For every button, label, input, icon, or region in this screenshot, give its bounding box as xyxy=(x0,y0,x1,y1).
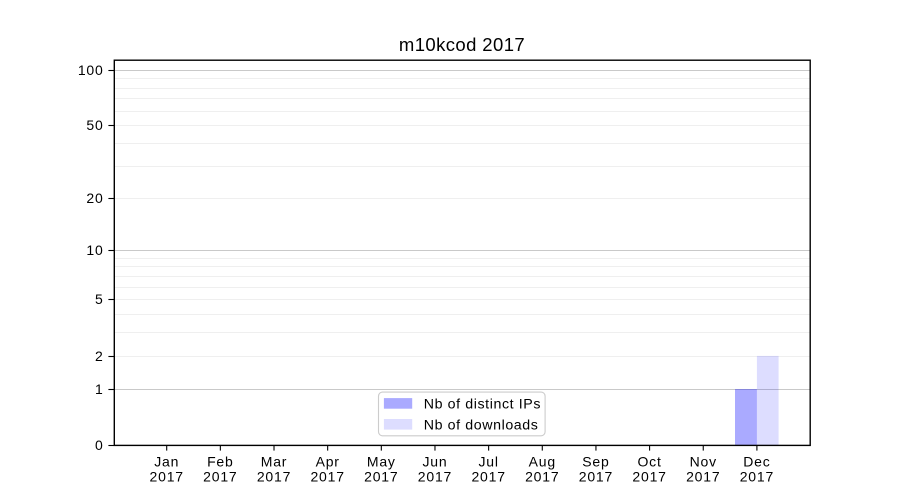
svg-text:Nov: Nov xyxy=(690,454,717,470)
svg-text:2017: 2017 xyxy=(418,468,452,484)
svg-text:m10kcod 2017: m10kcod 2017 xyxy=(399,34,525,55)
svg-text:Dec: Dec xyxy=(743,454,770,470)
svg-text:2017: 2017 xyxy=(471,468,505,484)
svg-text:Aug: Aug xyxy=(529,454,556,470)
svg-text:Feb: Feb xyxy=(207,454,234,470)
svg-text:Apr: Apr xyxy=(316,454,340,470)
svg-text:1: 1 xyxy=(95,381,104,397)
svg-text:2017: 2017 xyxy=(203,468,237,484)
svg-text:Nb of distinct IPs: Nb of distinct IPs xyxy=(424,397,541,413)
svg-text:2017: 2017 xyxy=(310,468,344,484)
svg-text:2017: 2017 xyxy=(525,468,559,484)
svg-text:2017: 2017 xyxy=(150,468,184,484)
svg-text:Sep: Sep xyxy=(582,454,609,470)
svg-text:2017: 2017 xyxy=(257,468,291,484)
svg-text:100: 100 xyxy=(78,62,104,78)
svg-text:20: 20 xyxy=(86,190,103,206)
svg-text:Mar: Mar xyxy=(261,454,288,470)
svg-text:Oct: Oct xyxy=(637,454,661,470)
svg-text:2: 2 xyxy=(95,348,104,364)
svg-text:Jun: Jun xyxy=(422,454,447,470)
svg-text:50: 50 xyxy=(86,117,103,133)
svg-text:Nb of downloads: Nb of downloads xyxy=(424,418,539,434)
svg-text:2017: 2017 xyxy=(740,468,774,484)
svg-text:2017: 2017 xyxy=(632,468,666,484)
svg-text:Jul: Jul xyxy=(478,454,498,470)
svg-text:5: 5 xyxy=(95,291,104,307)
svg-text:Jan: Jan xyxy=(154,454,179,470)
svg-text:May: May xyxy=(367,454,396,470)
svg-text:2017: 2017 xyxy=(686,468,720,484)
svg-text:10: 10 xyxy=(86,242,103,258)
svg-text:2017: 2017 xyxy=(364,468,398,484)
svg-text:2017: 2017 xyxy=(579,468,613,484)
svg-text:0: 0 xyxy=(95,437,104,453)
